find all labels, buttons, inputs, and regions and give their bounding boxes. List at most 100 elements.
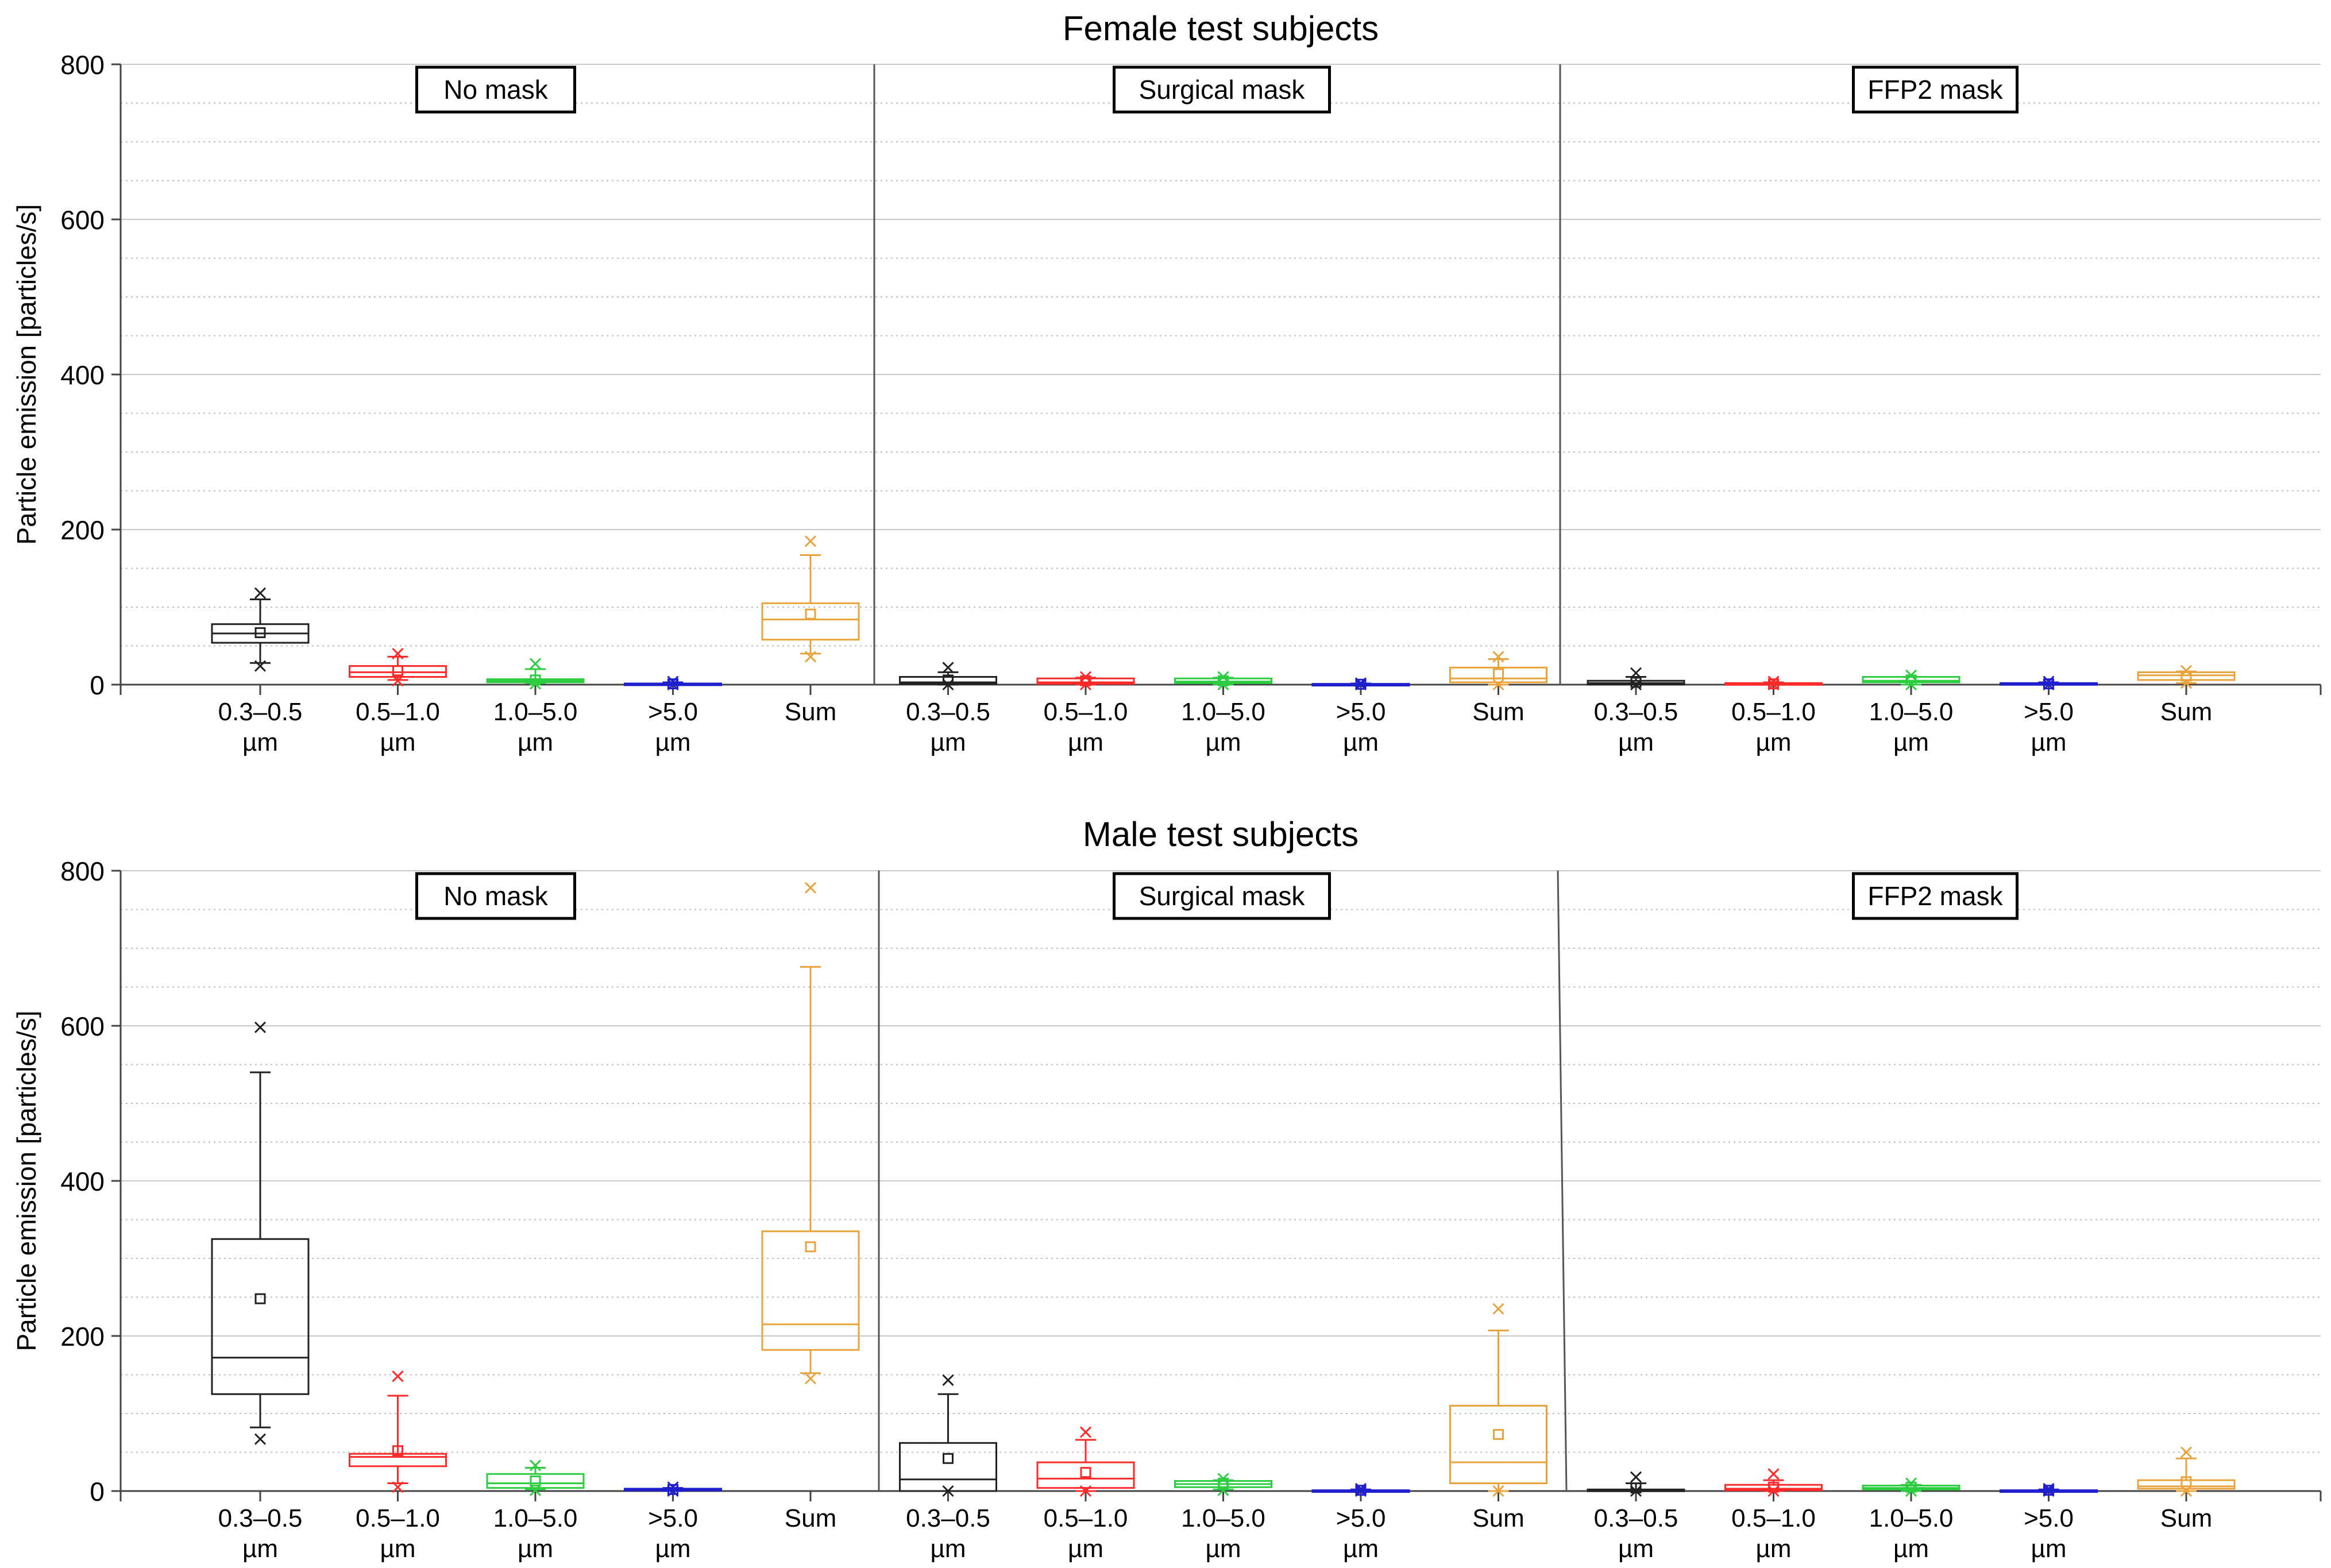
marker-stroke — [1079, 1426, 1092, 1438]
marker-stroke — [804, 1373, 817, 1385]
x-tick-label: 0.3–0.5 — [1594, 698, 1678, 726]
marker-stroke — [942, 662, 954, 674]
y-tick-label: 800 — [60, 50, 105, 80]
box-iqr — [486, 1473, 585, 1489]
max-marker — [1354, 1482, 1367, 1495]
mean-marker — [254, 627, 266, 639]
x-tick-label: Sum — [1472, 1504, 1524, 1532]
box-ffp2-mask-5-0-m — [2000, 1482, 2098, 1497]
mean-marker — [2181, 1476, 2192, 1488]
chart-title: Male test subjects — [1083, 815, 1359, 853]
min-marker — [667, 678, 679, 691]
max-marker — [254, 1021, 267, 1033]
mean-marker — [805, 608, 816, 620]
x-tick-label: >5.0 — [1336, 698, 1386, 726]
marker-stroke — [1354, 1485, 1367, 1497]
box-ffp2-mask-5-0-m — [2000, 675, 2098, 691]
mean-marker — [1768, 678, 1779, 690]
marker-stroke — [1905, 1485, 1917, 1497]
max-marker — [2043, 1482, 2055, 1495]
box-no-mask-1-0-5-0-m — [486, 658, 585, 690]
box-ffp2-mask-1-0-5-0-m — [1862, 1477, 1960, 1497]
min-marker — [804, 1373, 817, 1385]
marker-stroke — [392, 647, 404, 660]
y-tick-label: 800 — [60, 856, 105, 886]
marker-stroke — [1492, 651, 1504, 663]
x-tick-unit-label: µm — [380, 728, 415, 756]
box-no-mask-sum — [761, 882, 860, 1385]
marker-stroke — [1354, 678, 1367, 691]
marker-stroke — [2043, 675, 2055, 688]
group-label-ffp2-mask: FFP2 mask — [1852, 872, 2019, 920]
x-tick-label: 0.3–0.5 — [218, 1504, 303, 1532]
box-no-mask-0-3-0-5-m — [211, 587, 310, 672]
min-marker — [1767, 1485, 1780, 1497]
x-tick-unit-label: µm — [2031, 1535, 2066, 1563]
min-marker — [1217, 678, 1229, 691]
chart-title: Female test subjects — [1063, 9, 1379, 48]
x-tick-label: 0.5–1.0 — [1044, 698, 1128, 726]
min-marker — [254, 660, 267, 672]
marker-stroke — [1354, 677, 1367, 689]
mean-marker — [254, 1293, 266, 1304]
max-marker — [392, 647, 404, 660]
y-tick-label: 600 — [60, 205, 105, 235]
group-label-ffp2-mask: FFP2 mask — [1852, 65, 2019, 114]
group-label-box — [1852, 65, 2019, 114]
box-surgical-mask-sum — [1449, 1303, 1547, 1497]
box-surgical-mask-0-3-0-5-m — [899, 1374, 997, 1497]
grid — [121, 870, 2321, 1453]
mean-marker — [1493, 1428, 1504, 1440]
box-surgical-mask-0-5-1-0-m — [1036, 671, 1135, 691]
y-tick-label: 200 — [60, 515, 105, 545]
x-tick-label: 0.5–1.0 — [1731, 698, 1816, 726]
marker-stroke — [392, 1481, 404, 1493]
max-marker — [1767, 1468, 1780, 1480]
x-tick-unit-label: µm — [242, 728, 278, 756]
mean-marker — [805, 1241, 816, 1253]
x-tick-label: 0.5–1.0 — [356, 698, 440, 726]
min-marker — [1217, 1484, 1229, 1496]
x-tick-label: >5.0 — [2024, 698, 2074, 726]
box-iqr — [761, 1230, 860, 1351]
min-marker — [2180, 677, 2193, 689]
box-surgical-mask-5-0-m — [1311, 1482, 1410, 1497]
marker-stroke — [2043, 1482, 2055, 1495]
x-tick-label: 0.3–0.5 — [218, 698, 303, 726]
x-tick-label: 0.3–0.5 — [906, 698, 990, 726]
max-marker — [1630, 667, 1642, 679]
x-tick-unit-label: µm — [242, 1535, 278, 1563]
box-iqr — [1862, 676, 1960, 683]
box-iqr — [899, 1442, 997, 1492]
x-tick-unit-label: µm — [1893, 1535, 1929, 1563]
marker-stroke — [1767, 1485, 1780, 1497]
group-label-text: FFP2 mask — [1867, 881, 2003, 911]
max-marker — [1354, 677, 1367, 689]
min-marker — [1905, 1485, 1917, 1497]
x-tick-unit-label: µm — [380, 1535, 415, 1563]
marker-stroke — [1492, 1485, 1504, 1497]
x-tick-label: 1.0–5.0 — [1181, 1504, 1265, 1532]
marker-stroke — [529, 1484, 542, 1496]
x-tick-label: Sum — [2160, 1504, 2212, 1532]
box-iqr — [211, 1238, 310, 1395]
marker-stroke — [2180, 665, 2193, 677]
max-marker — [1492, 1303, 1504, 1315]
y-tick-label: 0 — [90, 670, 105, 700]
mean-marker — [1630, 1482, 1642, 1494]
mean-marker — [1080, 1467, 1091, 1478]
x-tick-unit-label: µm — [1343, 728, 1379, 756]
x-tick-unit-label: µm — [1068, 1535, 1103, 1563]
min-marker — [529, 678, 542, 690]
marker-stroke — [1354, 1482, 1367, 1495]
marker-stroke — [804, 535, 817, 547]
marker-stroke — [1630, 678, 1642, 691]
female-panel: Female test subjects 0 200 400 600 800 Particl… — [11, 9, 2322, 756]
y-tick-label: 0 — [90, 1477, 105, 1507]
max-marker — [942, 662, 954, 674]
box-no-mask-0-3-0-5-m — [211, 1021, 310, 1445]
mean-marker — [392, 665, 403, 677]
min-marker — [1492, 1485, 1504, 1497]
min-marker — [804, 651, 817, 663]
box-iqr — [349, 1453, 447, 1467]
